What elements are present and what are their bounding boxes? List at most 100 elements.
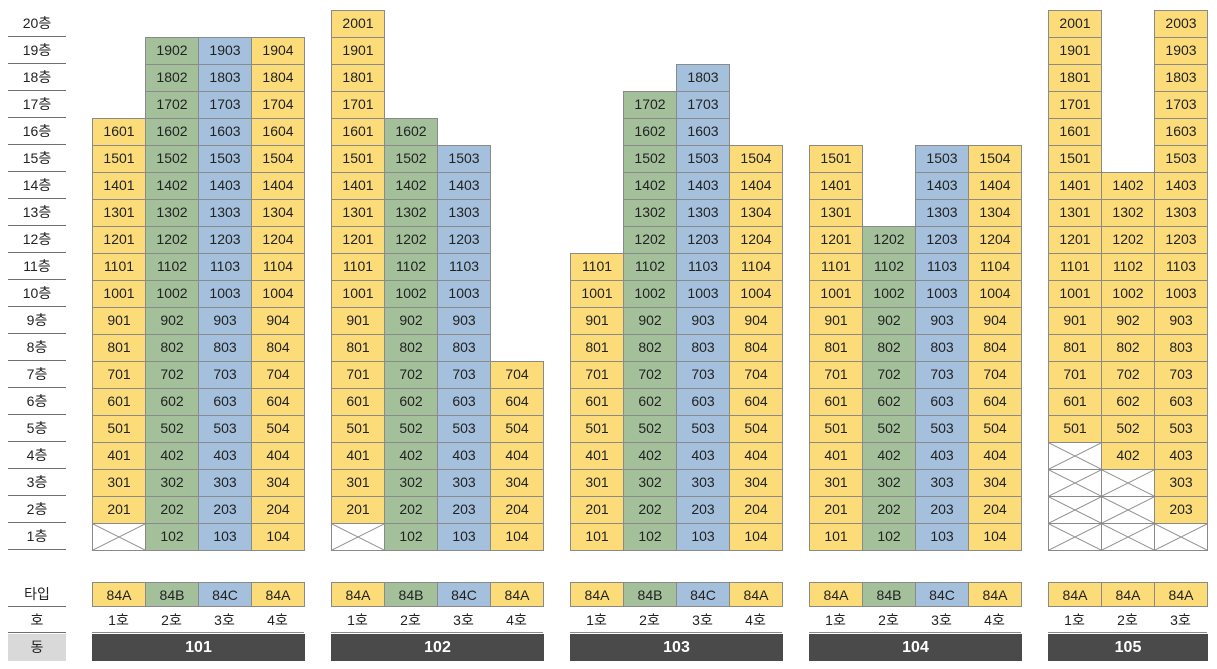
unit-cell-103-1304: 1304 <box>729 199 783 227</box>
type-row-label: 타입 <box>8 582 66 607</box>
unit-cell-102-401: 401 <box>331 442 385 470</box>
unit-ho: 4호 <box>251 608 304 633</box>
dong-row-label: 동 <box>8 634 66 661</box>
unit-cell-102-802: 802 <box>384 334 438 362</box>
unit-type: 84B <box>384 582 438 607</box>
unit-cell-101-704: 704 <box>251 361 305 389</box>
unit-cell-105-1801: 1801 <box>1048 64 1102 92</box>
unit-cell-102-1503: 1503 <box>437 145 491 173</box>
unit-cell-103-301: 301 <box>570 469 624 497</box>
unit-cell-104-103: 103 <box>915 523 969 551</box>
unit-cell-104-1304: 1304 <box>968 199 1022 227</box>
unit-cell-104-604: 604 <box>968 388 1022 416</box>
unit-cell-101-1902: 1902 <box>145 37 199 65</box>
unit-cell-102-1002: 1002 <box>384 280 438 308</box>
empty-unit-cell <box>1048 442 1102 470</box>
unit-cell-103-504: 504 <box>729 415 783 443</box>
unit-cell-102-601: 601 <box>331 388 385 416</box>
unit-ho: 2호 <box>1101 608 1154 633</box>
unit-cell-102-1201: 1201 <box>331 226 385 254</box>
unit-ho: 2호 <box>145 608 198 633</box>
unit-cell-102-1403: 1403 <box>437 172 491 200</box>
floor-label: 20층 <box>8 10 66 37</box>
unit-type: 84A <box>331 582 385 607</box>
unit-ho: 1호 <box>570 608 623 633</box>
unit-ho: 1호 <box>331 608 384 633</box>
unit-cell-103-702: 702 <box>623 361 677 389</box>
unit-cell-101-1602: 1602 <box>145 118 199 146</box>
unit-ho: 2호 <box>623 608 676 633</box>
unit-cell-104-1204: 1204 <box>968 226 1022 254</box>
floor-label: 4층 <box>8 442 66 469</box>
unit-cell-101-1202: 1202 <box>145 226 199 254</box>
unit-ho: 3호 <box>915 608 968 633</box>
unit-cell-103-1104: 1104 <box>729 253 783 281</box>
unit-cell-103-1001: 1001 <box>570 280 624 308</box>
unit-cell-101-404: 404 <box>251 442 305 470</box>
unit-cell-103-104: 104 <box>729 523 783 551</box>
unit-cell-105-1601: 1601 <box>1048 118 1102 146</box>
floor-label: 12층 <box>8 226 66 253</box>
unit-cell-104-701: 701 <box>809 361 863 389</box>
unit-cell-102-202: 202 <box>384 496 438 524</box>
unit-cell-103-903: 903 <box>676 307 730 335</box>
unit-cell-104-803: 803 <box>915 334 969 362</box>
unit-type: 84C <box>198 582 252 607</box>
unit-cell-104-202: 202 <box>862 496 916 524</box>
unit-cell-101-304: 304 <box>251 469 305 497</box>
unit-cell-103-1004: 1004 <box>729 280 783 308</box>
unit-cell-102-1501: 1501 <box>331 145 385 173</box>
unit-type: 84A <box>1048 582 1102 607</box>
unit-cell-103-603: 603 <box>676 388 730 416</box>
unit-cell-103-1202: 1202 <box>623 226 677 254</box>
unit-cell-101-403: 403 <box>198 442 252 470</box>
unit-cell-103-1603: 1603 <box>676 118 730 146</box>
unit-cell-102-402: 402 <box>384 442 438 470</box>
unit-cell-103-304: 304 <box>729 469 783 497</box>
unit-cell-103-1702: 1702 <box>623 91 677 119</box>
unit-type: 84A <box>809 582 863 607</box>
unit-cell-105-1003: 1003 <box>1154 280 1208 308</box>
unit-cell-104-603: 603 <box>915 388 969 416</box>
unit-cell-104-602: 602 <box>862 388 916 416</box>
empty-unit-cell <box>1048 496 1102 524</box>
unit-cell-104-1503: 1503 <box>915 145 969 173</box>
unit-cell-102-703: 703 <box>437 361 491 389</box>
unit-cell-104-901: 901 <box>809 307 863 335</box>
unit-cell-101-902: 902 <box>145 307 199 335</box>
unit-cell-101-804: 804 <box>251 334 305 362</box>
unit-cell-102-203: 203 <box>437 496 491 524</box>
floor-label: 15층 <box>8 145 66 172</box>
no-unit-icon <box>1102 470 1154 496</box>
unit-ho: 3호 <box>437 608 490 633</box>
unit-ho: 4호 <box>490 608 543 633</box>
unit-type: 84A <box>968 582 1022 607</box>
floor-label: 6층 <box>8 388 66 415</box>
unit-cell-104-1404: 1404 <box>968 172 1022 200</box>
unit-cell-102-1003: 1003 <box>437 280 491 308</box>
floor-label: 1층 <box>8 523 66 550</box>
unit-cell-105-1701: 1701 <box>1048 91 1102 119</box>
unit-cell-104-304: 304 <box>968 469 1022 497</box>
unit-cell-104-502: 502 <box>862 415 916 443</box>
unit-cell-101-503: 503 <box>198 415 252 443</box>
unit-cell-105-603: 603 <box>1154 388 1208 416</box>
unit-cell-101-1304: 1304 <box>251 199 305 227</box>
unit-cell-104-201: 201 <box>809 496 863 524</box>
unit-cell-102-901: 901 <box>331 307 385 335</box>
unit-cell-104-703: 703 <box>915 361 969 389</box>
unit-cell-101-1004: 1004 <box>251 280 305 308</box>
unit-cell-105-1501: 1501 <box>1048 145 1102 173</box>
unit-ho: 3호 <box>198 608 251 633</box>
unit-cell-104-1102: 1102 <box>862 253 916 281</box>
unit-cell-101-203: 203 <box>198 496 252 524</box>
unit-cell-104-903: 903 <box>915 307 969 335</box>
unit-cell-103-701: 701 <box>570 361 624 389</box>
unit-cell-104-1303: 1303 <box>915 199 969 227</box>
unit-cell-105-1703: 1703 <box>1154 91 1208 119</box>
unit-cell-102-1402: 1402 <box>384 172 438 200</box>
unit-cell-103-103: 103 <box>676 523 730 551</box>
unit-cell-101-1903: 1903 <box>198 37 252 65</box>
unit-cell-101-104: 104 <box>251 523 305 551</box>
unit-cell-104-1504: 1504 <box>968 145 1022 173</box>
